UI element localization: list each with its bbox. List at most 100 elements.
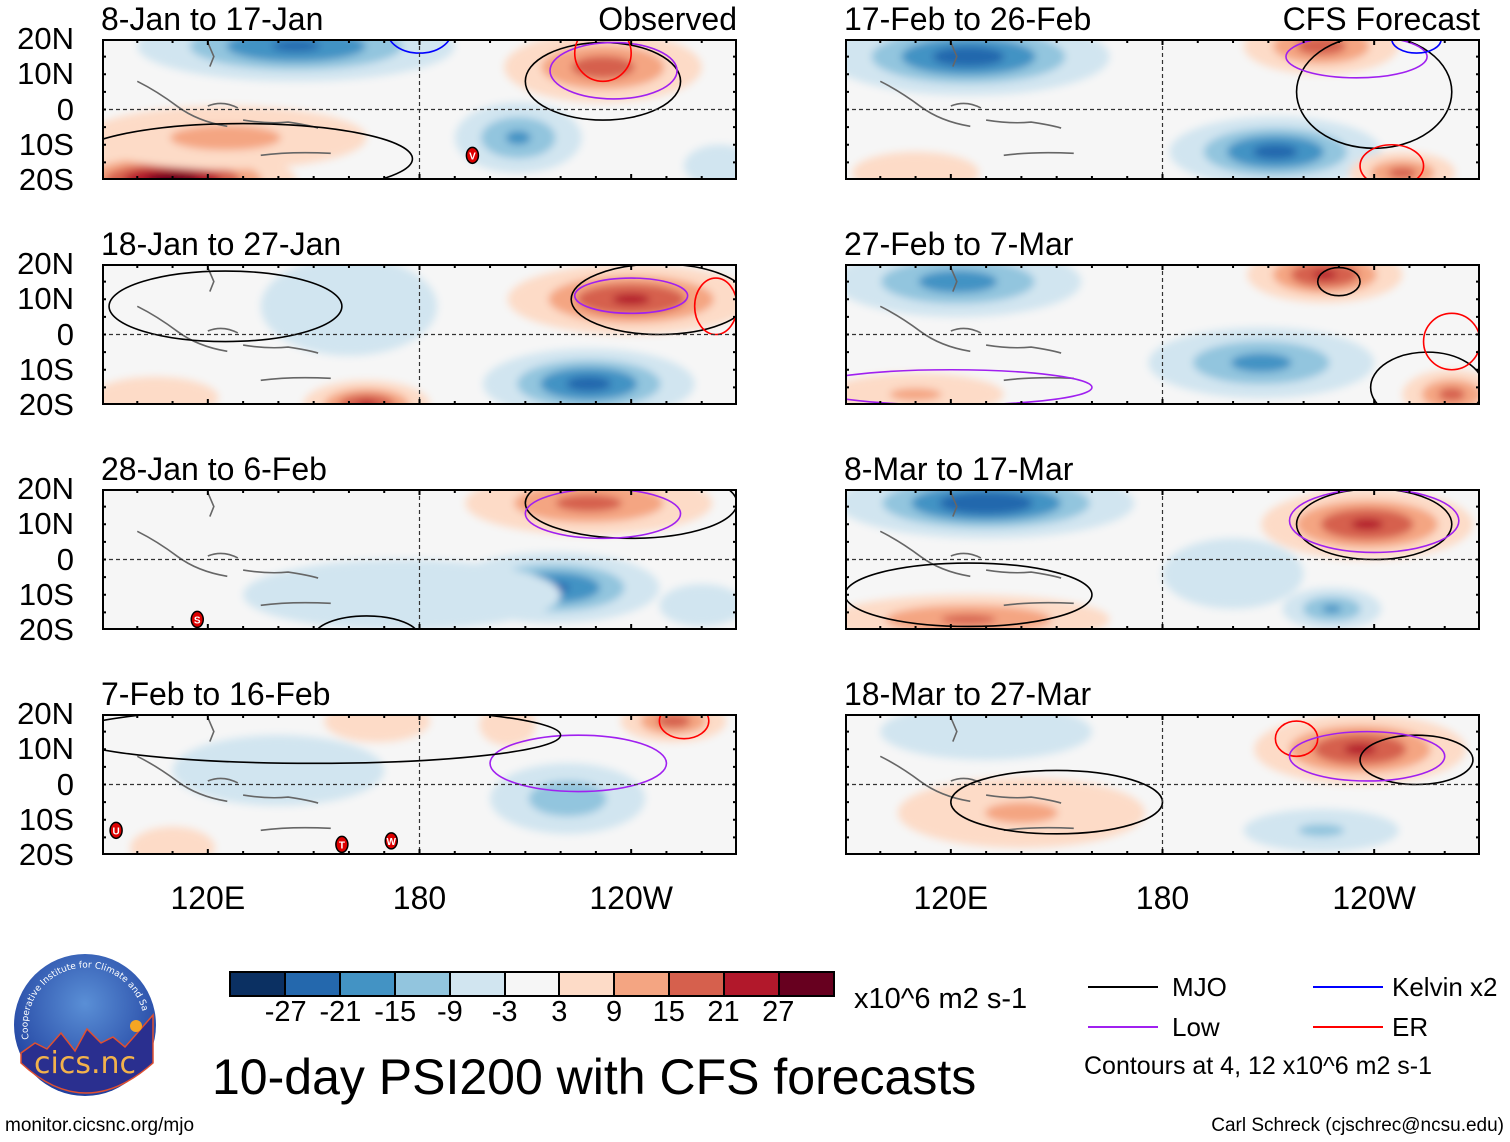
anomaly-contour <box>880 714 1092 760</box>
storm-marker: T <box>335 835 349 854</box>
map-frame <box>102 39 737 180</box>
lat-label: 20N <box>17 21 74 56</box>
legend-label-mjo: MJO <box>1172 972 1227 1002</box>
anomaly-contour <box>324 714 431 743</box>
contour-low <box>1285 39 1428 79</box>
map-panel: S <box>102 489 737 630</box>
legend-line-low <box>1088 1026 1158 1028</box>
legend-note: Contours at 4, 12 x10^6 m2 s-1 <box>1084 1052 1433 1080</box>
anomaly-contour <box>1438 387 1466 402</box>
storm-marker: S <box>190 610 204 629</box>
anomaly-contour <box>130 826 215 855</box>
lat-label: 20S <box>18 387 74 422</box>
panel-title: 28-Jan to 6-Feb <box>101 451 327 487</box>
panel-title: 27-Feb to 7-Mar <box>844 226 1074 262</box>
map-panel <box>845 714 1480 855</box>
lat-label: 10N <box>17 56 74 92</box>
colorbar-swatch <box>613 973 669 995</box>
lat-label: 20S <box>18 837 74 872</box>
anomaly-contour <box>939 492 1033 515</box>
anomaly-contour <box>1322 604 1342 614</box>
lat-label: 10S <box>18 801 74 837</box>
colorbar-tick-label: -15 <box>374 996 417 1028</box>
storm-label: W <box>387 837 397 848</box>
anomaly-contour <box>1388 167 1417 179</box>
colorbar <box>229 971 835 997</box>
anomaly-field <box>845 39 1456 180</box>
contour-low <box>1288 730 1446 782</box>
anomaly-contour <box>684 144 737 180</box>
colorbar-swatch <box>778 973 833 995</box>
lat-label: 0 <box>56 316 74 352</box>
map-frame <box>845 39 1480 180</box>
panel-title: 18-Mar to 27-Mar <box>844 676 1092 712</box>
storm-label: V <box>469 151 476 162</box>
lat-label: 10S <box>18 126 74 162</box>
anomaly-field <box>845 264 1480 405</box>
coastline <box>136 717 331 832</box>
contour-low <box>845 368 1093 405</box>
footer-url[interactable]: monitor.cicsnc.org/mjo <box>5 1115 195 1136</box>
coastline <box>879 492 1074 607</box>
anomaly-contour <box>479 714 536 746</box>
lon-label: 120W <box>1332 880 1416 916</box>
anomaly-contour <box>555 494 623 512</box>
anomaly-field <box>102 264 737 405</box>
contour-kelvin-x2 <box>1391 39 1442 54</box>
colorbar-swatch <box>393 973 449 995</box>
map-frame <box>845 264 1480 405</box>
map-panel: U T W <box>102 714 737 855</box>
storm-marker: W <box>384 832 399 850</box>
lat-label: 0 <box>56 766 74 802</box>
contour-er <box>658 714 710 740</box>
lat-label: 20N <box>17 471 74 506</box>
lat-label: 20N <box>17 246 74 281</box>
contour-er <box>1359 143 1425 180</box>
anomaly-contour <box>505 130 531 145</box>
contour-mjo <box>845 562 1093 628</box>
contour-low <box>489 734 668 793</box>
map-panel <box>845 39 1480 180</box>
legend-label-low: Low <box>1172 1012 1220 1042</box>
contour-mjo <box>108 270 343 343</box>
anomaly-contour <box>612 293 651 305</box>
anomaly-contour <box>102 376 219 405</box>
coastline <box>136 42 331 157</box>
contour-mjo <box>102 122 414 180</box>
panel-source-label: Observed <box>598 1 737 37</box>
anomaly-contour <box>271 40 321 52</box>
coastline <box>879 42 1074 157</box>
lat-label: 10S <box>18 576 74 612</box>
lat-label: 10N <box>17 281 74 317</box>
anomaly-contour <box>170 125 281 151</box>
anomaly-contour <box>1162 538 1304 609</box>
contour-low <box>524 489 682 540</box>
contour-mjo <box>102 714 562 765</box>
colorbar-swatch <box>503 973 559 995</box>
colorbar-swatch <box>668 973 724 995</box>
legend-line-er <box>1313 1026 1383 1028</box>
contour-mjo <box>315 615 418 630</box>
contour-low <box>549 41 678 100</box>
lon-label: 120E <box>913 880 989 916</box>
anomaly-contour <box>932 46 1005 67</box>
storm-label: T <box>339 840 345 851</box>
map-panel <box>845 264 1480 405</box>
lat-label: 10S <box>18 351 74 387</box>
map-panel <box>102 264 737 405</box>
colorbar-tick-label: 9 <box>606 996 623 1028</box>
anomaly-field <box>243 489 737 630</box>
map-frame <box>102 714 737 855</box>
lat-label: 0 <box>56 91 74 127</box>
panel-title: 8-Jan to 17-Jan <box>101 1 324 37</box>
map-frame <box>845 489 1480 630</box>
lat-label: 10N <box>17 731 74 767</box>
anomaly-contour <box>1350 518 1384 530</box>
colorbar-swatch <box>723 973 779 995</box>
contour-mjo <box>950 769 1164 835</box>
anomaly-contour <box>566 376 612 392</box>
contour-mjo <box>524 489 737 540</box>
cics-logo: cics.nc Cooperative Institute for Climat… <box>10 946 157 1097</box>
anomaly-contour <box>852 151 980 180</box>
anomaly-contour <box>338 394 395 405</box>
